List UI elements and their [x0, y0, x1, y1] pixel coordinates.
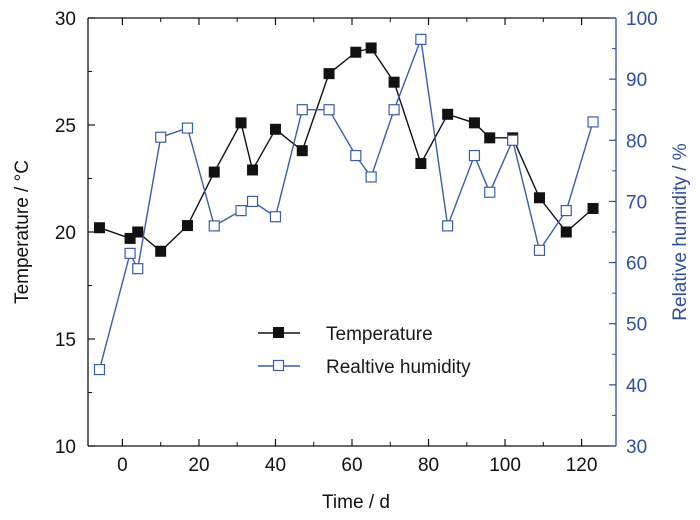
- point-temperature: [296, 145, 308, 157]
- legend-label-humidity: Realtive humidity: [326, 357, 471, 378]
- point-humidity: [181, 122, 194, 134]
- left-y-axis-title: Temperature / °C: [12, 160, 33, 304]
- x-axis: 0 20 40 60 80 100 120: [117, 18, 597, 476]
- y-tick-label: 15: [55, 330, 76, 351]
- x-tick-label: 120: [566, 455, 598, 476]
- point-temperature: [124, 232, 136, 244]
- point-temperature: [484, 132, 496, 144]
- point-humidity: [587, 116, 599, 128]
- point-humidity: [269, 211, 282, 223]
- point-temperature: [181, 220, 193, 232]
- point-humidity: [124, 247, 136, 259]
- left-y-axis: 10 15 20 25 30: [55, 9, 95, 458]
- point-temperature: [269, 123, 281, 135]
- point-humidity: [93, 363, 106, 376]
- y2-tick-label: 50: [626, 315, 647, 336]
- legend-item-humidity: Realtive humidity: [258, 357, 471, 378]
- point-temperature: [247, 164, 259, 176]
- point-temperature: [365, 42, 377, 54]
- y2-tick-label: 100: [626, 9, 658, 30]
- y2-tick-label: 40: [626, 376, 647, 397]
- series-humidity: [93, 33, 599, 376]
- point-humidity: [560, 205, 572, 217]
- y2-tick-label: 30: [626, 437, 647, 458]
- x-tick-label: 0: [117, 455, 128, 476]
- series-line-temperature: [99, 47, 594, 253]
- point-humidity: [155, 131, 167, 143]
- point-temperature: [350, 46, 362, 58]
- point-temperature: [560, 226, 572, 238]
- point-humidity: [468, 149, 481, 162]
- point-humidity: [323, 104, 335, 116]
- y-tick-label: 30: [55, 9, 76, 30]
- legend-item-temperature: Temperature: [258, 324, 433, 345]
- point-humidity: [208, 220, 220, 232]
- y-tick-label: 20: [55, 223, 76, 244]
- x-tick-label: 20: [188, 455, 209, 476]
- y-tick-label: 10: [55, 437, 76, 458]
- legend-marker-temperature: [273, 327, 284, 338]
- legend-label-temperature: Temperature: [326, 324, 433, 345]
- point-humidity: [415, 33, 427, 46]
- point-humidity: [246, 195, 259, 208]
- point-humidity: [350, 149, 362, 162]
- y2-tick-label: 70: [626, 192, 647, 213]
- x-tick-label: 100: [489, 455, 521, 476]
- point-humidity: [484, 186, 496, 198]
- series-layer: [93, 33, 599, 376]
- point-temperature: [388, 76, 400, 88]
- point-humidity: [533, 244, 546, 256]
- point-humidity: [442, 220, 454, 232]
- plot-frame: [87, 17, 617, 447]
- point-temperature: [323, 68, 335, 80]
- x-tick-label: 80: [418, 455, 439, 476]
- y2-tick-label: 60: [626, 254, 647, 275]
- point-humidity: [132, 263, 144, 275]
- point-temperature: [587, 202, 599, 214]
- x-tick-label: 60: [341, 455, 362, 476]
- series-line-humidity: [98, 36, 594, 370]
- y2-tick-label: 80: [626, 131, 647, 152]
- point-temperature: [442, 108, 454, 120]
- point-temperature: [533, 192, 545, 204]
- point-humidity: [388, 104, 400, 116]
- point-temperature: [155, 245, 167, 257]
- point-temperature: [415, 158, 427, 170]
- point-humidity: [296, 104, 308, 116]
- x-axis-title: Time / d: [322, 492, 390, 513]
- point-temperature: [235, 117, 247, 129]
- point-humidity: [507, 134, 519, 146]
- right-y-axis: 30 40 50 60 70 80 90 100: [609, 9, 658, 458]
- series-temperature: [93, 42, 599, 257]
- legend: Temperature Realtive humidity: [258, 324, 471, 378]
- right-y-axis-title: Relative humidity / %: [670, 143, 691, 321]
- point-humidity: [235, 205, 247, 217]
- point-humidity: [365, 171, 377, 183]
- x-tick-label: 40: [265, 455, 286, 476]
- point-temperature: [93, 222, 105, 234]
- legend-marker-humidity: [272, 359, 285, 372]
- y2-tick-label: 90: [626, 70, 647, 91]
- point-temperature: [468, 117, 480, 129]
- point-temperature: [208, 166, 220, 178]
- y-tick-label: 25: [55, 116, 76, 137]
- point-temperature: [132, 226, 144, 238]
